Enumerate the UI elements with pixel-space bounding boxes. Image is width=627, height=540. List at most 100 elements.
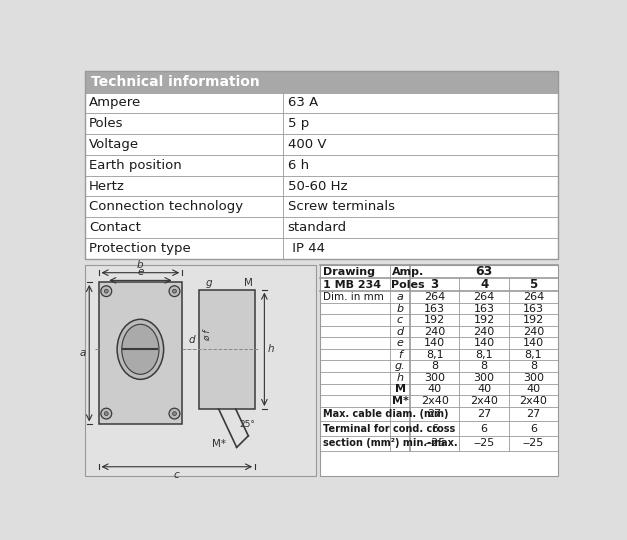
Circle shape bbox=[169, 286, 180, 296]
Text: 8: 8 bbox=[530, 361, 537, 372]
Text: Drawing: Drawing bbox=[324, 267, 376, 276]
Text: 163: 163 bbox=[523, 303, 544, 314]
Text: Dim. in mm: Dim. in mm bbox=[324, 292, 384, 302]
Text: 27: 27 bbox=[477, 409, 491, 419]
Text: 2x40: 2x40 bbox=[520, 396, 547, 406]
Text: 8: 8 bbox=[480, 361, 488, 372]
Text: Earth position: Earth position bbox=[89, 159, 182, 172]
Circle shape bbox=[172, 289, 176, 293]
Text: 27: 27 bbox=[428, 409, 442, 419]
Text: 6: 6 bbox=[530, 423, 537, 434]
Text: e: e bbox=[396, 338, 403, 348]
Text: 2x40: 2x40 bbox=[470, 396, 498, 406]
Text: 8,1: 8,1 bbox=[525, 350, 542, 360]
Bar bbox=[199, 289, 255, 409]
Circle shape bbox=[104, 289, 108, 293]
Text: M: M bbox=[245, 279, 253, 288]
Bar bbox=[320, 265, 558, 476]
Text: 40: 40 bbox=[428, 384, 442, 394]
Text: b: b bbox=[396, 303, 404, 314]
Text: 8,1: 8,1 bbox=[426, 350, 443, 360]
Text: 6 h: 6 h bbox=[288, 159, 308, 172]
Text: 140: 140 bbox=[473, 338, 495, 348]
Bar bbox=[85, 71, 558, 92]
Text: h: h bbox=[268, 345, 274, 354]
Text: 163: 163 bbox=[473, 303, 495, 314]
Text: 63 A: 63 A bbox=[288, 97, 318, 110]
Text: 8,1: 8,1 bbox=[475, 350, 493, 360]
Text: ø f: ø f bbox=[203, 329, 211, 341]
Text: ‒25: ‒25 bbox=[473, 438, 495, 448]
Text: ‒25: ‒25 bbox=[523, 438, 544, 448]
Text: 25°: 25° bbox=[240, 420, 255, 429]
Text: c: c bbox=[174, 470, 180, 480]
Text: b: b bbox=[137, 260, 144, 269]
Text: f: f bbox=[398, 350, 402, 360]
Text: 140: 140 bbox=[523, 338, 544, 348]
Ellipse shape bbox=[117, 319, 164, 379]
Text: M*: M* bbox=[392, 396, 408, 406]
Text: 3: 3 bbox=[431, 278, 439, 291]
Text: 40: 40 bbox=[527, 384, 540, 394]
Text: c: c bbox=[397, 315, 403, 325]
Text: 63: 63 bbox=[475, 265, 493, 278]
Text: IP 44: IP 44 bbox=[288, 242, 325, 255]
Text: Technical information: Technical information bbox=[91, 75, 260, 89]
Text: Contact: Contact bbox=[89, 221, 141, 234]
Text: Ampere: Ampere bbox=[89, 97, 142, 110]
Text: a: a bbox=[396, 292, 403, 302]
Text: 50-60 Hz: 50-60 Hz bbox=[288, 180, 347, 193]
Text: 6: 6 bbox=[480, 423, 488, 434]
Text: 6: 6 bbox=[431, 423, 438, 434]
Text: 264: 264 bbox=[523, 292, 544, 302]
Text: Terminal for cond. cross: Terminal for cond. cross bbox=[324, 423, 456, 434]
Text: d: d bbox=[396, 327, 404, 336]
Ellipse shape bbox=[122, 325, 159, 374]
Text: 163: 163 bbox=[424, 303, 445, 314]
Text: 240: 240 bbox=[523, 327, 544, 336]
Bar bbox=[85, 71, 558, 259]
Text: g: g bbox=[205, 279, 212, 288]
Text: M: M bbox=[394, 384, 406, 394]
Text: e: e bbox=[137, 267, 144, 278]
Text: Hertz: Hertz bbox=[89, 180, 125, 193]
Text: 300: 300 bbox=[473, 373, 495, 383]
Text: section (mm²) min.-max.: section (mm²) min.-max. bbox=[324, 438, 458, 448]
Text: 8: 8 bbox=[431, 361, 438, 372]
Text: 192: 192 bbox=[473, 315, 495, 325]
Circle shape bbox=[169, 408, 180, 419]
Circle shape bbox=[104, 411, 108, 416]
Text: Voltage: Voltage bbox=[89, 138, 139, 151]
Text: Poles: Poles bbox=[391, 280, 425, 289]
Text: d: d bbox=[189, 335, 195, 346]
Text: 192: 192 bbox=[523, 315, 544, 325]
Text: 300: 300 bbox=[424, 373, 445, 383]
Text: 192: 192 bbox=[424, 315, 445, 325]
Bar bbox=[98, 282, 182, 424]
Text: h: h bbox=[396, 373, 404, 383]
Text: ‒25: ‒25 bbox=[424, 438, 445, 448]
Text: 300: 300 bbox=[523, 373, 544, 383]
Text: 40: 40 bbox=[477, 384, 491, 394]
Circle shape bbox=[101, 286, 112, 296]
Text: M*: M* bbox=[212, 438, 226, 449]
Circle shape bbox=[172, 411, 176, 416]
Text: a: a bbox=[80, 348, 86, 358]
Text: Connection technology: Connection technology bbox=[89, 200, 243, 213]
Text: 4: 4 bbox=[480, 278, 488, 291]
Text: Amp.: Amp. bbox=[391, 267, 424, 276]
Text: 240: 240 bbox=[473, 327, 495, 336]
Text: 240: 240 bbox=[424, 327, 445, 336]
Text: 27: 27 bbox=[526, 409, 540, 419]
Text: Screw terminals: Screw terminals bbox=[288, 200, 394, 213]
Text: 264: 264 bbox=[424, 292, 445, 302]
Bar bbox=[85, 265, 315, 476]
Text: Max. cable diam. (mm): Max. cable diam. (mm) bbox=[324, 409, 449, 419]
Text: 1 MB 234: 1 MB 234 bbox=[324, 280, 381, 289]
Text: 140: 140 bbox=[424, 338, 445, 348]
Text: Protection type: Protection type bbox=[89, 242, 191, 255]
Text: g.: g. bbox=[394, 361, 405, 372]
Circle shape bbox=[101, 408, 112, 419]
Text: 400 V: 400 V bbox=[288, 138, 326, 151]
Text: 5 p: 5 p bbox=[288, 117, 309, 130]
